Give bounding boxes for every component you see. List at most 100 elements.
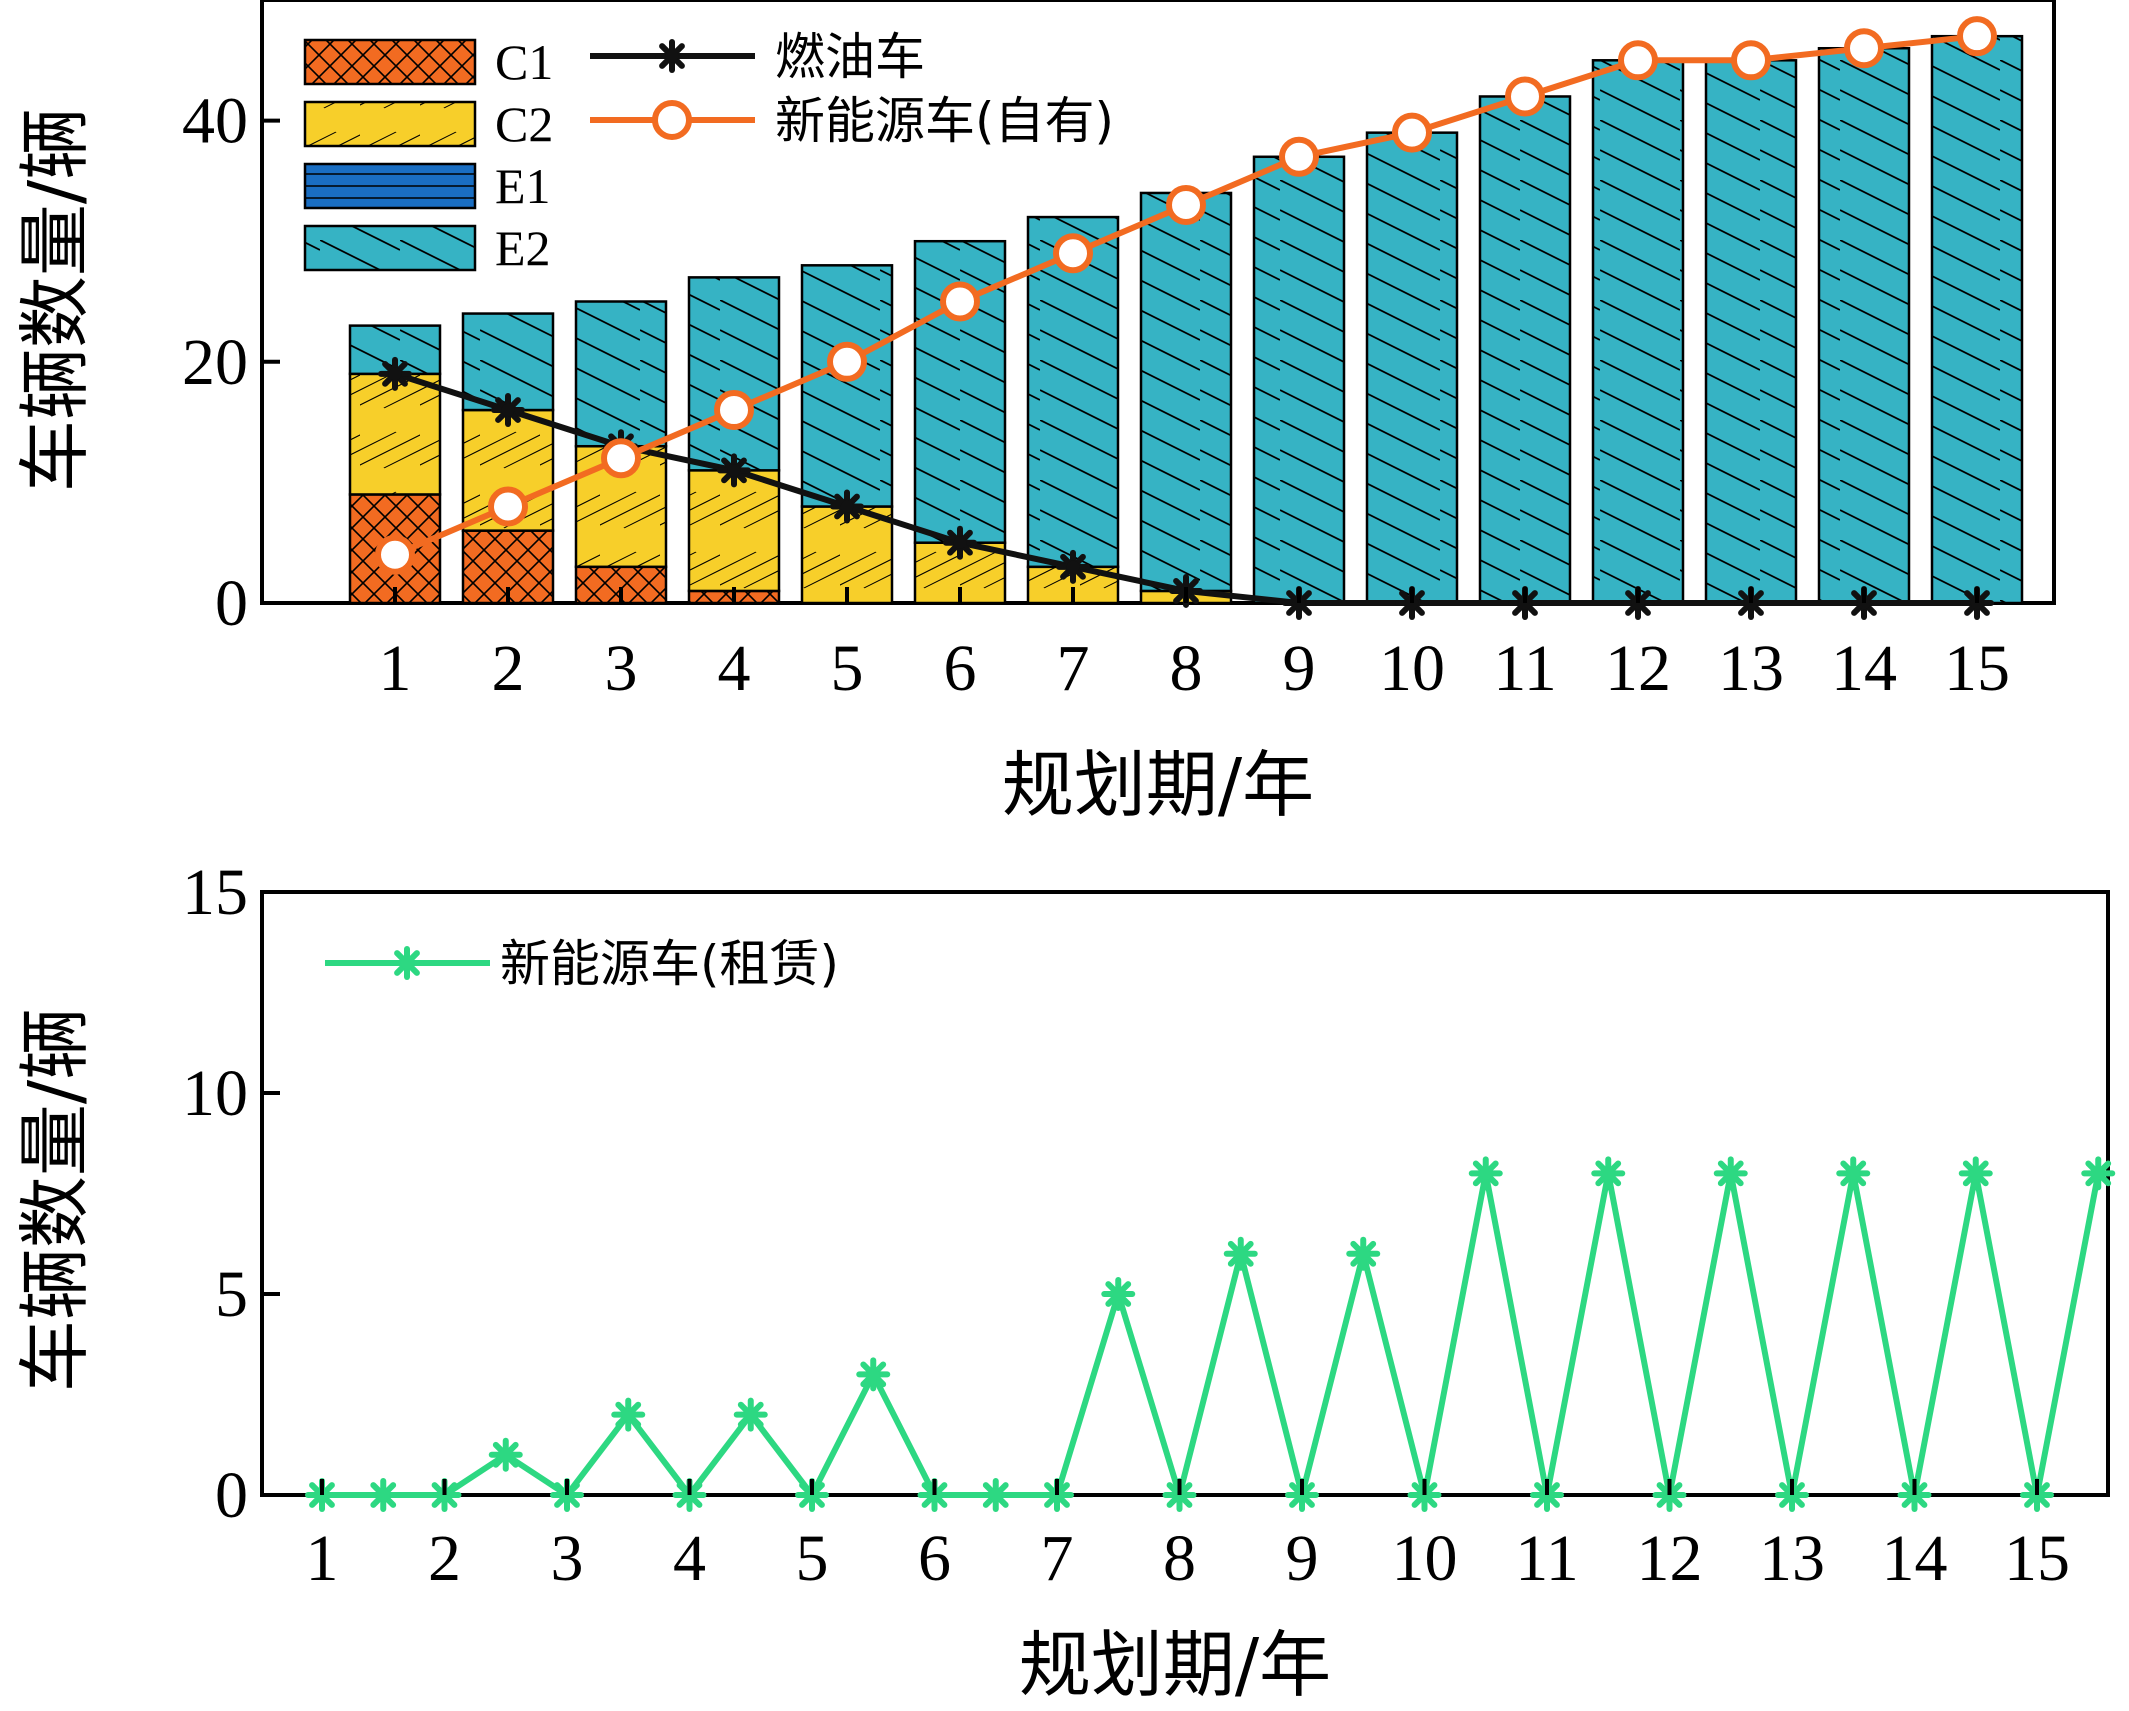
bar-E2-15 <box>1930 34 2024 605</box>
point-line1-1 <box>375 534 415 575</box>
legend-item-E1: E1 <box>303 158 551 214</box>
legend-item-line-1: 新能源车(自有) <box>590 92 1114 150</box>
chart1-bars <box>348 34 2024 605</box>
chart2-legend: 新能源车(租赁) <box>325 935 839 993</box>
x-tick-label: 15 <box>2004 1522 2070 1595</box>
x-tick-label: 15 <box>1944 632 2010 705</box>
x-tick-label: 11 <box>1493 632 1557 705</box>
point-rental-9.5 <box>1346 1236 1381 1271</box>
point-line0-5 <box>830 489 864 524</box>
point-line0-7 <box>1056 549 1090 584</box>
x-tick-label: 4 <box>673 1522 706 1595</box>
chart2-lines <box>305 1156 2116 1512</box>
x-tick-label: 13 <box>1718 632 1784 705</box>
point-line1-6 <box>940 281 980 322</box>
x-tick-label: 12 <box>1605 632 1671 705</box>
line-rental <box>322 1172 2102 1507</box>
y-tick-label: 15 <box>182 856 248 929</box>
x-tick-label: 10 <box>1379 632 1445 705</box>
bar-C2-1 <box>348 372 442 496</box>
bar-E2-13 <box>1704 59 1798 605</box>
y-tick-label: 20 <box>182 326 248 399</box>
x-tick-label: 2 <box>428 1522 461 1595</box>
point-line1-9 <box>1279 136 1319 177</box>
x-tick-label: 5 <box>796 1522 829 1595</box>
x-tick-label: 1 <box>379 632 412 705</box>
point-rental-5.5 <box>856 1357 891 1392</box>
bar-E2-12 <box>1591 59 1685 605</box>
bar-E2-7 <box>1026 215 1120 569</box>
point-line1-14 <box>1844 28 1884 69</box>
svg-text:C1: C1 <box>495 34 553 90</box>
point-rental-15.5 <box>2081 1156 2116 1191</box>
svg-text:新能源车(自有): 新能源车(自有) <box>775 92 1114 150</box>
y-tick-label: 5 <box>215 1258 248 1331</box>
bar-E2-10 <box>1365 131 1459 605</box>
svg-text:新能源车(租赁): 新能源车(租赁) <box>500 935 839 993</box>
x-tick-label: 7 <box>1057 632 1090 705</box>
x-tick-label: 8 <box>1163 1522 1196 1595</box>
chart1-x-ticks: 1 2 3 4 5 6 7 8 9 10 11 12 13 14 15 <box>379 587 2010 705</box>
bar-E2-11 <box>1478 95 1572 605</box>
bar-E2-9 <box>1252 155 1346 605</box>
svg-text:C2: C2 <box>495 96 553 152</box>
point-line0-1 <box>378 356 412 391</box>
point-rental-6.5 <box>978 1478 1013 1512</box>
point-line1-13 <box>1731 40 1771 81</box>
x-tick-label: 4 <box>718 632 751 705</box>
x-tick-label: 12 <box>1637 1522 1703 1595</box>
svg-text:E2: E2 <box>495 220 551 276</box>
y-tick-label: 10 <box>182 1057 248 1130</box>
point-rental-8.5 <box>1223 1236 1258 1271</box>
x-tick-label: 2 <box>492 632 525 705</box>
chart2-y-ticks: 0 5 10 15 <box>182 856 280 1532</box>
chart2-y-axis-label: 车辆数量/辆 <box>13 1008 97 1392</box>
point-line1-10 <box>1392 112 1432 153</box>
point-line1-2 <box>488 486 528 527</box>
bar-E2-3 <box>574 300 668 448</box>
x-tick-label: 7 <box>1041 1522 1074 1595</box>
bar-E2-4 <box>687 276 781 472</box>
point-rental-10.5 <box>1468 1156 1503 1191</box>
point-line1-3 <box>601 438 641 479</box>
x-tick-label: 1 <box>306 1522 339 1595</box>
point-line1-11 <box>1505 76 1545 117</box>
point-rental-7.5 <box>1101 1277 1136 1311</box>
legend-item-line-0: 燃油车 <box>590 28 925 86</box>
y-tick-label: 40 <box>182 85 248 158</box>
x-tick-label: 11 <box>1515 1522 1579 1595</box>
x-tick-label: 3 <box>551 1522 584 1595</box>
chart1-y-ticks: 0 20 40 <box>182 85 280 640</box>
x-tick-label: 14 <box>1882 1522 1948 1595</box>
x-tick-label: 8 <box>1170 632 1203 705</box>
x-tick-label: 9 <box>1283 632 1316 705</box>
chart1-x-axis-label: 规划期/年 <box>1002 743 1314 827</box>
svg-text:燃油车: 燃油车 <box>775 28 925 86</box>
x-tick-label: 6 <box>944 632 977 705</box>
x-tick-label: 14 <box>1831 632 1897 705</box>
y-tick-label: 0 <box>215 567 248 640</box>
point-line0-4 <box>717 453 751 488</box>
legend-item-E2: E2 <box>303 220 551 276</box>
legend-marker <box>655 39 689 73</box>
legend-item-C2: C2 <box>303 96 553 152</box>
chart2-x-ticks: 1 2 3 4 5 6 7 8 9 10 11 12 13 14 15 <box>306 1479 2070 1595</box>
x-tick-label: 10 <box>1392 1522 1458 1595</box>
point-line1-7 <box>1053 233 1093 274</box>
point-line0-6 <box>943 525 977 560</box>
point-line1-15 <box>1957 16 1997 57</box>
point-line1-4 <box>714 390 754 431</box>
legend-item-rental: 新能源车(租赁) <box>325 935 839 993</box>
y-tick-label: 0 <box>215 1459 248 1532</box>
point-line1-8 <box>1166 185 1206 226</box>
point-line0-2 <box>491 393 525 428</box>
x-tick-label: 3 <box>605 632 638 705</box>
legend-marker <box>390 946 424 980</box>
point-line1-5 <box>827 341 867 382</box>
point-rental-3.5 <box>611 1397 646 1432</box>
x-tick-label: 13 <box>1759 1522 1825 1595</box>
svg-text:E1: E1 <box>495 158 551 214</box>
